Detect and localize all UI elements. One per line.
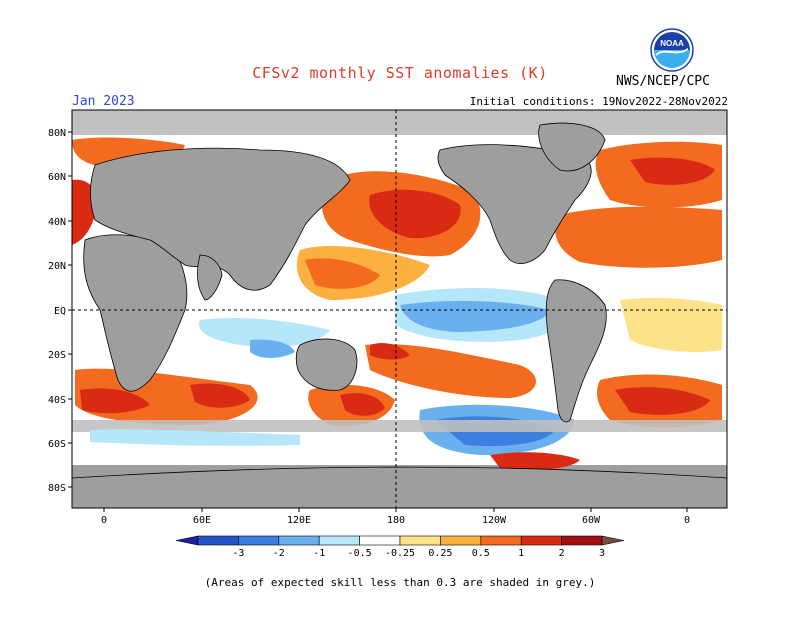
colorbar-swatch [520,535,562,546]
south-america-land [545,279,607,423]
lon-label-60w: 60W [582,515,601,526]
lon-label-60e: 60E [193,515,211,526]
lon-label-180: 180 [387,515,405,526]
greenland-land [538,122,606,172]
noaa-logo: NOAA [650,28,694,72]
colorbar-swatch [561,535,603,546]
australia-land [295,338,358,391]
skill-footnote: (Areas of expected skill less than 0.3 a… [204,576,596,589]
colorbar-tick-label: -3 [232,548,244,559]
colorbar-swatch [238,535,280,546]
eurasia-land [90,147,351,291]
lat-label-80s: 80S [48,483,66,494]
colorbar-swatch [359,535,401,546]
lat-ticks [68,131,72,488]
lat-label-20n: 20N [48,261,66,272]
map-frame [71,109,728,509]
colorbar-labels: -3 -2 -1 -0.5 -0.25 0.25 0.5 1 2 3 [232,548,605,559]
lon-label-0: 0 [101,515,107,526]
colorbar-swatch [318,535,360,546]
colorbar-arrow-low [175,535,199,546]
colorbar-tick-label: 3 [599,548,605,559]
colorbar-tick-label: -1 [313,548,325,559]
colorbar-swatch [278,535,320,546]
colorbar-swatches [175,535,625,546]
lat-label-60s: 60S [48,439,66,450]
colorbar-swatch [480,535,522,546]
colorbar-tick-label: -0.5 [348,548,372,559]
anomaly-fields [72,110,727,508]
colorbar-swatch [440,535,482,546]
agency-label: NWS/NCEP/CPC [616,74,710,89]
map-title: CFSv2 monthly SST anomalies (K) [252,64,548,82]
lat-label-20s: 20S [48,350,66,361]
colorbar-arrow-high [601,535,625,546]
colorbar-tick-label: -0.25 [385,548,415,559]
lat-label-60n: 60N [48,172,66,183]
antarctica-land [71,466,728,509]
colorbar-tick-label: 0.5 [472,548,490,559]
colorbar-tick-label: -2 [273,548,285,559]
colorbar: -3 -2 -1 -0.5 -0.25 0.25 0.5 1 2 3 [175,535,625,559]
colorbar-swatch [399,535,441,546]
lat-label-80n: 80N [48,128,66,139]
noaa-logo-text: NOAA [660,39,684,48]
lon-label-120e: 120E [287,515,311,526]
lon-label-120w: 120W [482,515,507,526]
lat-label-eq: EQ [54,306,66,317]
lat-label-40s: 40S [48,395,66,406]
lon-ticks [103,508,688,512]
colorbar-tick-label: 1 [518,548,524,559]
lat-label-40n: 40N [48,217,66,228]
colorbar-tick-label: 2 [559,548,565,559]
forecast-month: Jan 2023 [72,94,135,109]
colorbar-swatch [197,535,239,546]
land-masses [71,122,728,509]
india-land [197,254,223,301]
lon-label-0-east: 0 [684,515,690,526]
colorbar-tick-label: 0.25 [428,548,452,559]
initial-conditions: Initial conditions: 19Nov2022-28Nov2022 [469,95,728,108]
